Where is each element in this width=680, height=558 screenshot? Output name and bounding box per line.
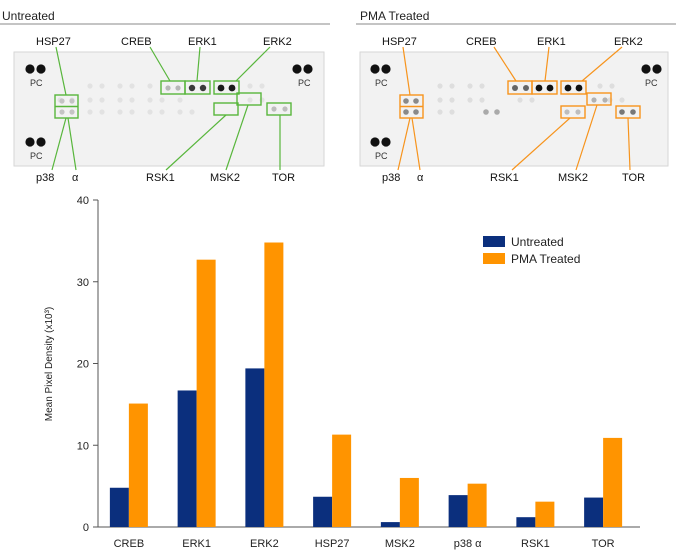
treated-label-msk2: MSK2 xyxy=(558,172,588,184)
bar-treated-creb xyxy=(128,403,148,527)
treated-pc-spots xyxy=(370,64,662,147)
bar-treated-msk2 xyxy=(399,477,419,527)
untreated-pc-label-bl: PC xyxy=(30,151,43,161)
bar-untreated-p38 xyxy=(448,495,468,527)
y-tick-label: 30 xyxy=(77,277,89,289)
treated-label-tor: TOR xyxy=(622,172,645,184)
chart-bars xyxy=(109,242,623,527)
untreated-label-erk1: ERK1 xyxy=(188,36,217,48)
untreated-panel: Untreated PC PC PC xyxy=(0,9,330,184)
treated-label-erk2: ERK2 xyxy=(614,36,643,48)
untreated-label-alpha: α xyxy=(72,172,79,184)
untreated-pc-spots xyxy=(25,64,313,147)
x-tick-label: MSK2 xyxy=(385,538,415,550)
untreated-label-msk2: MSK2 xyxy=(210,172,240,184)
legend-label: PMA Treated xyxy=(511,252,580,266)
treated-label-alpha: α xyxy=(417,172,424,184)
treated-pc-label-bl: PC xyxy=(375,151,388,161)
untreated-leader-lines xyxy=(51,46,281,171)
bar-untreated-hsp27 xyxy=(313,496,333,527)
treated-spot-labels: HSP27 CREB ERK1 ERK2 p38 α RSK1 MSK2 TOR xyxy=(382,36,645,184)
bar-treated-hsp27 xyxy=(332,434,352,527)
chart-x-tick-labels: CREB ERK1 ERK2 HSP27 MSK2 p38 α RSK1 TOR xyxy=(114,538,615,550)
untreated-label-tor: TOR xyxy=(272,172,295,184)
y-axis-label: Mean Pixel Density (x10³) xyxy=(44,307,55,421)
y-tick-label: 0 xyxy=(83,522,89,534)
untreated-label-p38: p38 xyxy=(36,172,54,184)
untreated-label-hsp27: HSP27 xyxy=(36,36,71,48)
x-tick-label: ERK2 xyxy=(250,538,279,550)
bar-chart: CREB ERK1 ERK2 HSP27 MSK2 p38 α RSK1 TOR 0 10 20 3… xyxy=(44,195,640,550)
y-tick-label: 10 xyxy=(77,440,89,452)
x-tick-label: p38 α xyxy=(454,538,482,550)
bar-untreated-tor xyxy=(584,497,604,527)
bar-untreated-rsk1 xyxy=(516,517,536,527)
chart-axes xyxy=(93,199,640,528)
treated-label-creb: CREB xyxy=(466,36,497,48)
legend-swatch xyxy=(483,236,505,247)
treated-pc-label-tl: PC xyxy=(375,78,388,88)
treated-leader-lines xyxy=(397,46,631,171)
x-tick-label: HSP27 xyxy=(315,538,350,550)
x-tick-label: CREB xyxy=(114,538,145,550)
x-tick-label: ERK1 xyxy=(182,538,211,550)
untreated-pc-label-tl: PC xyxy=(30,78,43,88)
treated-panel: PMA Treated PC PC PC xyxy=(356,9,676,184)
bar-treated-rsk1 xyxy=(535,501,555,527)
y-tick-label: 20 xyxy=(77,359,89,371)
bar-treated-tor xyxy=(603,437,623,527)
treated-faint-spots xyxy=(483,109,500,115)
treated-label-hsp27: HSP27 xyxy=(382,36,417,48)
untreated-label-creb: CREB xyxy=(121,36,152,48)
bar-treated-erk2 xyxy=(264,242,284,527)
x-tick-label: TOR xyxy=(592,538,615,550)
untreated-signal-spots xyxy=(59,84,288,115)
legend: Untreated PMA Treated xyxy=(483,235,580,266)
untreated-title: Untreated xyxy=(2,9,55,23)
treated-title: PMA Treated xyxy=(360,9,429,23)
legend-label: Untreated xyxy=(511,235,564,249)
treated-pc-label-tr: PC xyxy=(645,78,658,88)
untreated-label-rsk1: RSK1 xyxy=(146,172,175,184)
untreated-pc-label-tr: PC xyxy=(298,78,311,88)
untreated-spot-labels: HSP27 CREB ERK1 ERK2 p38 α RSK1 MSK2 TOR xyxy=(36,36,295,184)
untreated-label-erk2: ERK2 xyxy=(263,36,292,48)
bar-untreated-creb xyxy=(109,487,129,527)
y-tick-label: 40 xyxy=(77,195,89,207)
bar-treated-p38 xyxy=(467,483,487,527)
chart-y-tick-labels: 0 10 20 30 40 xyxy=(77,195,89,534)
bar-untreated-erk2 xyxy=(245,368,265,527)
untreated-array-dots xyxy=(57,83,265,115)
bar-untreated-erk1 xyxy=(177,390,197,527)
treated-label-rsk1: RSK1 xyxy=(490,172,519,184)
bar-untreated-msk2 xyxy=(380,522,400,527)
treated-boxes xyxy=(399,80,641,119)
treated-label-p38: p38 xyxy=(382,172,400,184)
legend-swatch xyxy=(483,253,505,264)
bar-treated-erk1 xyxy=(196,259,216,527)
x-tick-label: RSK1 xyxy=(521,538,550,550)
treated-label-erk1: ERK1 xyxy=(537,36,566,48)
treated-signal-spots xyxy=(403,84,636,115)
